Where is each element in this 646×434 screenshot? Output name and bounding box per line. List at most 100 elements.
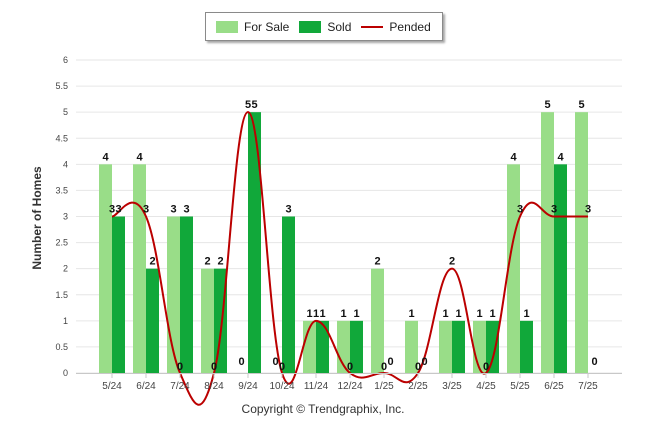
legend-item-pended[interactable]: Pended <box>361 19 431 34</box>
x-tick-label: 10/24 <box>269 381 294 392</box>
data-label-sold: 0 <box>387 356 393 368</box>
data-label-for-sale: 1 <box>476 308 482 320</box>
data-label-for-sale: 1 <box>306 308 312 320</box>
data-label-for-sale: 5 <box>578 99 584 111</box>
data-label-sold: 3 <box>183 204 189 216</box>
x-tick-label: 1/25 <box>374 381 394 392</box>
data-label-for-sale: 3 <box>170 204 176 216</box>
data-label-pended: 0 <box>483 361 489 373</box>
data-label-pended: 0 <box>381 361 387 373</box>
legend: For Sale Sold Pended <box>205 12 443 41</box>
bar-sold <box>452 320 465 373</box>
bar-for-sale <box>405 320 418 373</box>
y-tick-label: 6 <box>63 55 68 65</box>
data-label-sold: 1 <box>455 308 461 320</box>
bar-for-sale <box>133 164 146 373</box>
x-tick-label: 9/24 <box>238 381 258 392</box>
x-tick-label: 3/25 <box>442 381 462 392</box>
bar-sold <box>554 164 567 373</box>
data-label-pended: 3 <box>109 204 115 216</box>
data-label-for-sale: 4 <box>510 151 517 163</box>
data-label-pended: 0 <box>211 361 217 373</box>
data-label-for-sale: 2 <box>204 256 210 268</box>
y-tick-label: 4.5 <box>55 133 68 143</box>
y-tick-label: 4 <box>63 159 68 169</box>
x-tick-label: 7/25 <box>578 381 598 392</box>
pended-line <box>111 111 588 406</box>
legend-item-for-sale[interactable]: For Sale <box>216 20 289 34</box>
bar-sold <box>180 216 193 373</box>
data-label-pended: 0 <box>347 361 353 373</box>
y-tick-label: 5 <box>63 107 68 117</box>
data-label-pended: 3 <box>143 204 149 216</box>
data-label-sold: 3 <box>285 204 291 216</box>
bar-for-sale <box>371 268 384 373</box>
x-tick-label: 6/25 <box>544 381 564 392</box>
bar-sold <box>112 216 125 373</box>
data-label-pended: 0 <box>415 361 421 373</box>
data-label-sold: 0 <box>421 356 427 368</box>
data-label-sold: 3 <box>115 204 121 216</box>
bar-for-sale <box>439 320 452 373</box>
x-tick-label: 12/24 <box>337 381 362 392</box>
bar-for-sale <box>99 164 112 373</box>
y-tick-label: 2 <box>63 264 68 274</box>
x-tick-label: 2/25 <box>408 381 428 392</box>
legend-item-sold[interactable]: Sold <box>299 20 351 34</box>
data-label-pended: 2 <box>449 256 455 268</box>
data-label-pended: 3 <box>585 204 591 216</box>
data-label-sold: 1 <box>489 308 495 320</box>
bar-sold <box>146 268 159 373</box>
for-sale-swatch <box>216 20 238 33</box>
y-tick-label: 3.5 <box>55 185 68 195</box>
data-label-sold: 1 <box>353 308 359 320</box>
legend-label-for-sale: For Sale <box>244 19 290 34</box>
data-label-pended: 1 <box>313 308 319 320</box>
y-tick-label: 2.5 <box>55 238 68 248</box>
legend-label-sold: Sold <box>327 19 352 34</box>
bar-sold <box>316 320 329 373</box>
bar-for-sale <box>507 164 520 373</box>
y-tick-label: 0.5 <box>55 342 68 352</box>
data-label-for-sale: 1 <box>408 308 414 320</box>
legend-label-pended: Pended <box>389 19 431 34</box>
x-tick-label: 8/24 <box>204 381 224 392</box>
x-axis: 5/24 6/24 7/24 8/24 9/24 10/24 11/24 12/24 1/25 2… <box>76 373 622 392</box>
bar-for-sale <box>541 112 554 374</box>
bar-sold <box>486 320 499 373</box>
data-label-for-sale: 0 <box>238 356 244 368</box>
data-label-sold: 2 <box>149 256 155 268</box>
bars-group <box>99 112 588 374</box>
y-axis: 0 0.5 1 1.5 2 2.5 3 3.5 4 4.5 5 5.5 6 <box>55 55 68 378</box>
y-tick-label: 5.5 <box>55 81 68 91</box>
data-label-for-sale: 0 <box>272 356 278 368</box>
data-label-for-sale: 1 <box>442 308 448 320</box>
pended-line-group <box>111 111 588 406</box>
copyright-footer: Copyright © Trendgraphix, Inc. <box>241 402 405 416</box>
data-label-pended: 3 <box>551 204 557 216</box>
data-label-sold: 2 <box>217 256 223 268</box>
data-label-for-sale: 4 <box>102 151 109 163</box>
data-label-sold: 1 <box>319 308 325 320</box>
x-tick-label: 5/25 <box>510 381 530 392</box>
bar-sold <box>248 112 261 374</box>
sold-swatch <box>299 20 322 33</box>
y-tick-label: 1.5 <box>55 290 68 300</box>
bar-sold <box>520 320 533 373</box>
x-tick-label: 4/25 <box>476 381 496 392</box>
data-label-sold: 4 <box>557 151 564 163</box>
bar-for-sale <box>575 112 588 374</box>
x-tick-label: 7/24 <box>170 381 190 392</box>
data-label-sold: 1 <box>523 308 529 320</box>
data-label-for-sale: 2 <box>374 256 380 268</box>
data-label-pended: 5 <box>245 99 251 111</box>
data-label-for-sale: 4 <box>136 151 143 163</box>
y-tick-label: 1 <box>63 316 68 326</box>
x-tick-label: 11/24 <box>304 381 329 392</box>
x-tick-label: 6/24 <box>136 381 156 392</box>
bar-sold <box>350 320 363 373</box>
y-tick-label: 3 <box>63 212 68 222</box>
data-label-for-sale: 1 <box>340 308 346 320</box>
